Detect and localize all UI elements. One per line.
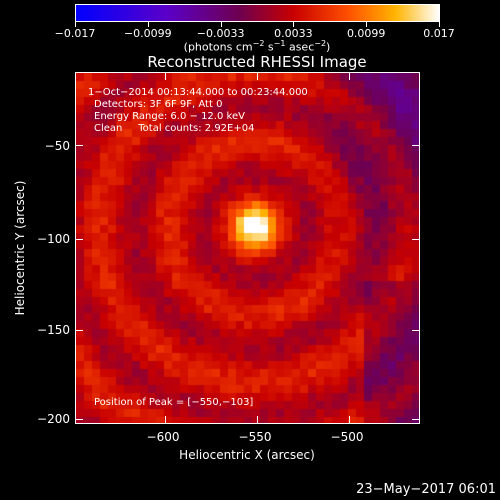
- x-tick-mark: [165, 72, 166, 80]
- rhessi-heatmap: [76, 73, 419, 423]
- y-tick-mark: [75, 145, 83, 146]
- y-tick-label: −100: [37, 232, 70, 246]
- y-tick-mark: [412, 419, 420, 420]
- x-tick-label: −600: [146, 430, 180, 444]
- colorbar-tick-label: −0.0099: [123, 27, 172, 40]
- x-tick-label: −500: [330, 430, 364, 444]
- info-peak-position: Position of Peak = [−550,−103]: [94, 397, 254, 408]
- colorbar: [75, 4, 440, 22]
- colorbar-tick-mark: [220, 22, 222, 27]
- info-clean-counts: Clean Total counts: 2.92E+04: [94, 123, 255, 134]
- x-tick-label: −550: [238, 430, 272, 444]
- y-tick-mark: [75, 330, 83, 331]
- colorbar-tick-mark: [75, 22, 76, 27]
- y-tick-label: −50: [44, 139, 70, 153]
- y-axis-title: Heliocentric Y (arcsec): [13, 180, 27, 316]
- x-tick-mark: [257, 416, 258, 424]
- colorbar-tick-mark: [366, 22, 368, 27]
- y-tick-mark: [412, 145, 420, 146]
- x-tick-mark: [257, 72, 258, 80]
- plot-timestamp: 23−May−2017 06:01: [356, 482, 496, 497]
- colorbar-tick-label: −0.0033: [196, 27, 245, 40]
- colorbar-tick-mark: [293, 22, 295, 27]
- colorbar-tick-label: 0.017: [423, 27, 455, 40]
- x-axis-title: Heliocentric X (arcsec): [179, 448, 315, 462]
- x-tick-mark: [349, 72, 350, 80]
- image-title: Reconstructed RHESSI Image: [147, 53, 367, 71]
- x-tick-mark: [349, 416, 350, 424]
- info-energy-range: Energy Range: 6.0 − 12.0 keV: [94, 111, 245, 122]
- y-tick-label: −200: [37, 412, 70, 426]
- image-plot-frame: 1−Oct−2014 00:13:44.000 to 00:23:44.000 …: [75, 72, 420, 424]
- y-tick-mark: [75, 239, 83, 240]
- colorbar-tick-label: 0.0099: [346, 27, 386, 40]
- colorbar-tick-label: −0.017: [54, 27, 96, 40]
- info-time-range: 1−Oct−2014 00:13:44.000 to 00:23:44.000: [88, 87, 308, 98]
- y-tick-mark: [75, 419, 83, 420]
- colorbar-tick-mark: [147, 22, 149, 27]
- colorbar-units: (photons cm−2 s−1 asec−2): [183, 39, 331, 54]
- colorbar-tick-label: 0.0033: [274, 27, 313, 40]
- y-tick-label: −150: [37, 323, 70, 337]
- y-tick-mark: [412, 239, 420, 240]
- y-tick-mark: [412, 330, 420, 331]
- info-detectors: Detectors: 3F 6F 9F, Att 0: [94, 99, 223, 110]
- x-tick-mark: [165, 416, 166, 424]
- colorbar-tick-mark: [439, 22, 440, 27]
